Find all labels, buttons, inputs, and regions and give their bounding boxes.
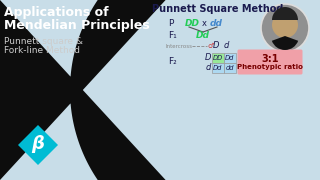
Text: Punnett square &: Punnett square & bbox=[4, 37, 83, 46]
Text: Fork-line Method: Fork-line Method bbox=[4, 46, 80, 55]
Text: Dd: Dd bbox=[213, 65, 223, 71]
Polygon shape bbox=[18, 125, 58, 165]
Text: dd: dd bbox=[210, 19, 222, 28]
Text: F₂: F₂ bbox=[168, 57, 177, 66]
Wedge shape bbox=[272, 36, 298, 50]
FancyBboxPatch shape bbox=[212, 63, 224, 73]
Text: D: D bbox=[213, 42, 219, 51]
FancyBboxPatch shape bbox=[212, 53, 224, 63]
Wedge shape bbox=[272, 7, 298, 20]
Text: Dd: Dd bbox=[225, 55, 235, 61]
Text: d: d bbox=[223, 42, 229, 51]
Text: D: D bbox=[205, 53, 211, 62]
Text: F₁: F₁ bbox=[168, 30, 177, 39]
Text: d: d bbox=[205, 64, 211, 73]
Polygon shape bbox=[0, 0, 230, 180]
Text: 3:1: 3:1 bbox=[261, 54, 279, 64]
Circle shape bbox=[261, 4, 309, 52]
Text: Punnett Square Method: Punnett Square Method bbox=[152, 4, 284, 14]
Text: Mendelian Principles: Mendelian Principles bbox=[4, 19, 150, 32]
Text: ♂: ♂ bbox=[207, 43, 213, 49]
Text: dd: dd bbox=[226, 65, 234, 71]
Circle shape bbox=[272, 12, 298, 38]
Text: Intercross: Intercross bbox=[166, 44, 193, 48]
FancyBboxPatch shape bbox=[224, 53, 236, 63]
Text: DD: DD bbox=[213, 55, 223, 61]
Text: P: P bbox=[168, 19, 173, 28]
Text: Applications of: Applications of bbox=[4, 6, 108, 19]
Text: x: x bbox=[202, 19, 206, 28]
FancyBboxPatch shape bbox=[224, 63, 236, 73]
Text: Phenotypic ratio: Phenotypic ratio bbox=[237, 64, 303, 70]
Text: Dd: Dd bbox=[196, 30, 210, 39]
Text: DD: DD bbox=[185, 19, 199, 28]
Text: β: β bbox=[32, 135, 44, 153]
FancyBboxPatch shape bbox=[237, 50, 302, 75]
